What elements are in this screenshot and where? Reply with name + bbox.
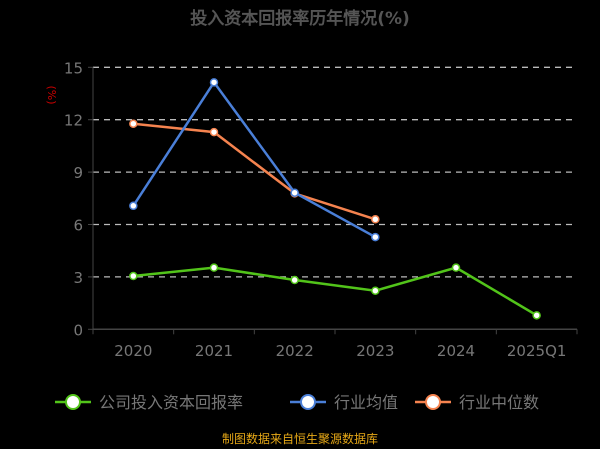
data-point[interactable] <box>451 263 461 272</box>
y-tick-label: 6 <box>73 217 83 235</box>
data-point[interactable] <box>129 201 138 211</box>
y-tick-label: 15 <box>64 59 83 77</box>
x-tick-label: 2020 <box>114 342 152 360</box>
legend-item[interactable]: 行业均值 <box>290 393 398 412</box>
series-line <box>133 122 376 221</box>
data-point[interactable] <box>371 215 380 224</box>
x-tick-label: 2024 <box>437 342 475 360</box>
legend-item[interactable]: 公司投入资本回报率 <box>55 393 243 412</box>
data-point[interactable] <box>290 275 299 285</box>
x-tick-label: 2022 <box>276 342 314 360</box>
x-tick-label: 2021 <box>195 342 233 360</box>
data-point[interactable] <box>532 311 541 320</box>
y-tick-label: 9 <box>73 164 83 182</box>
y-tick-label: 12 <box>64 112 83 130</box>
data-point[interactable] <box>371 286 380 295</box>
data-point[interactable] <box>290 188 299 197</box>
data-point[interactable] <box>209 263 219 272</box>
y-tick-label: 0 <box>73 321 83 339</box>
x-tick-label: 2023 <box>356 342 394 360</box>
y-tick-label: 3 <box>73 269 83 287</box>
legend-label: 公司投入资本回报率 <box>99 393 243 412</box>
data-point[interactable] <box>129 271 138 281</box>
legend-item[interactable]: 行业中位数 <box>415 393 539 412</box>
legend-label: 行业中位数 <box>459 393 539 412</box>
data-point[interactable] <box>209 127 219 137</box>
footer-source: 制图数据来自恒生聚源数据库 <box>222 431 378 446</box>
series-line <box>133 266 538 317</box>
x-tick-label: 2025Q1 <box>507 342 567 360</box>
data-point[interactable] <box>129 119 138 128</box>
series-line <box>132 80 376 239</box>
data-point[interactable] <box>209 78 219 87</box>
legend-label: 行业均值 <box>334 393 398 412</box>
y-axis-label: (%) <box>45 85 58 104</box>
data-point[interactable] <box>371 232 380 242</box>
chart-title: 投入资本回报率历年情况(%) <box>190 8 410 29</box>
